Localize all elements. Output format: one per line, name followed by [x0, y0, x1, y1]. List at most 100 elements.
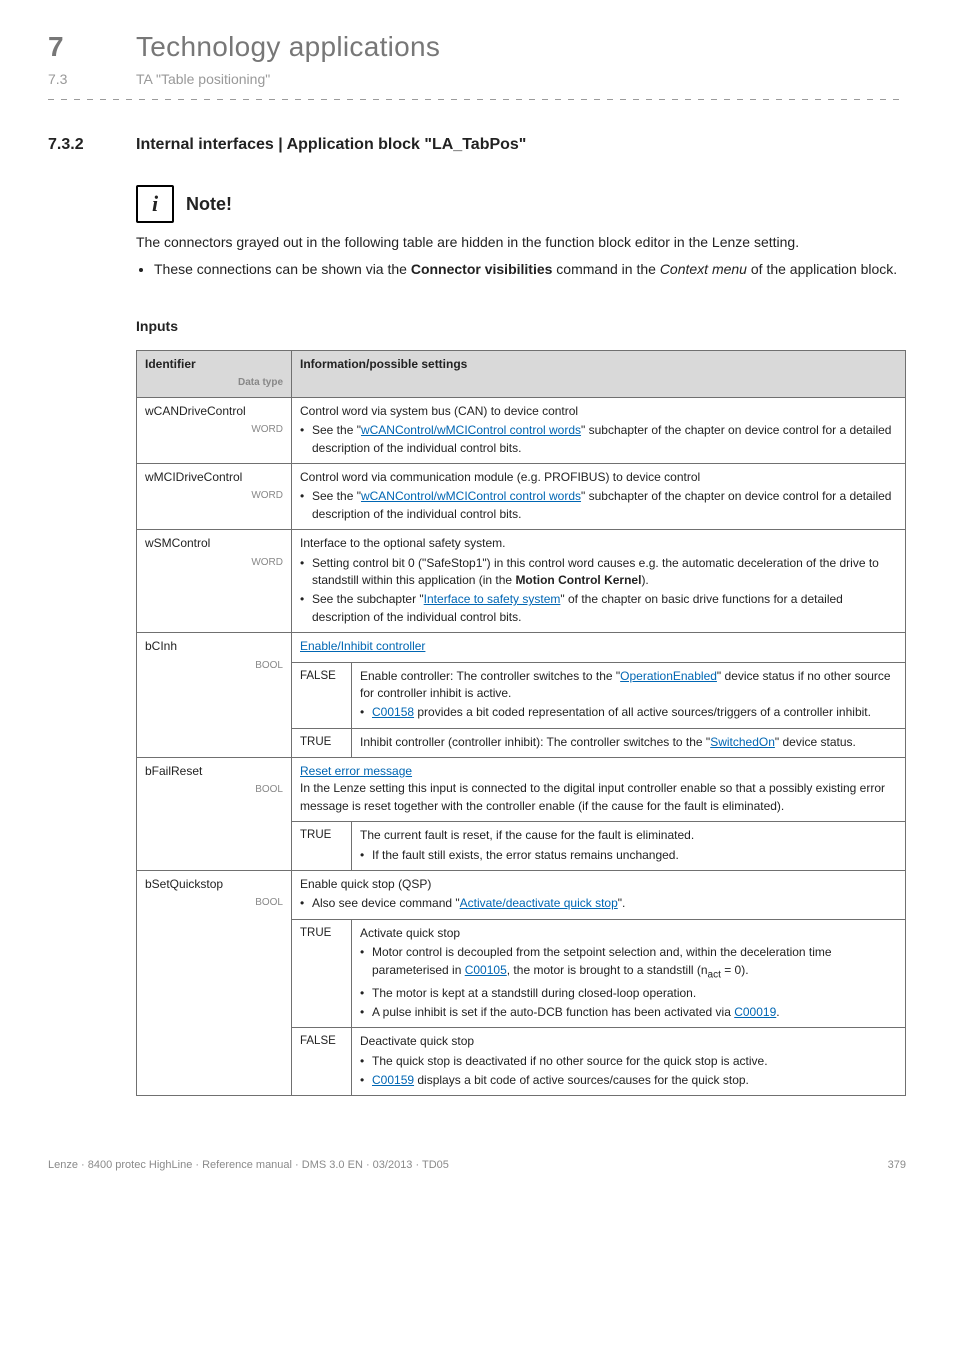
footer-page-number: 379 — [888, 1158, 906, 1173]
info-icon: i — [136, 185, 174, 223]
link-c00105[interactable]: C00105 — [465, 963, 507, 977]
page-header: 7 Technology applications — [48, 28, 906, 66]
note-bullet-post: of the application block. — [747, 261, 897, 277]
link-switchedon[interactable]: SwitchedOn — [710, 735, 775, 749]
table-row: bFailReset BOOL Reset error message In t… — [137, 758, 906, 822]
table-row: wSMControl WORD Interface to the optiona… — [137, 530, 906, 633]
text-fragment: Enable controller: The controller switch… — [360, 669, 620, 683]
cell-info: Enable controller: The controller switch… — [352, 662, 906, 728]
link-enable-inhibit[interactable]: Enable/Inhibit controller — [300, 639, 425, 653]
cell-value: FALSE — [292, 662, 352, 728]
cell-identifier: bFailReset BOOL — [137, 758, 292, 871]
link-reset-error[interactable]: Reset error message — [300, 764, 412, 778]
table-row: wMCIDriveControl WORD Control word via c… — [137, 464, 906, 530]
section-number: 7.3 — [48, 70, 96, 89]
cell-info: Deactivate quick stop The quick stop is … — [352, 1028, 906, 1096]
cell-identifier: wCANDriveControl WORD — [137, 397, 292, 463]
info-bullet: If the fault still exists, the error sta… — [360, 847, 897, 864]
text-bold: Motion Control Kernel — [515, 573, 641, 587]
th-datatype-label: Data type — [145, 376, 283, 391]
info-bullet: C00159 displays a bit code of active sou… — [360, 1072, 897, 1089]
info-bullet: Motor control is decoupled from the setp… — [360, 944, 897, 982]
text-fragment: provides a bit coded representation of a… — [414, 705, 871, 719]
text-subscript: act — [708, 969, 721, 980]
link-wcancontrol[interactable]: wCANControl/wMCIControl control words — [361, 423, 581, 437]
cell-info: Enable/Inhibit controller — [292, 633, 906, 662]
identifier-dtype: BOOL — [145, 659, 283, 674]
th-info: Information/possible settings — [292, 350, 906, 397]
identifier-dtype: WORD — [145, 423, 283, 438]
note-bullet-bold: Connector visibilities — [411, 261, 553, 277]
text-fragment: displays a bit code of active sources/ca… — [414, 1073, 749, 1087]
text-fragment: Enable quick stop (QSP) — [300, 877, 431, 891]
info-bullet: See the "wCANControl/wMCIControl control… — [300, 488, 897, 523]
text-fragment: A pulse inhibit is set if the auto-DCB f… — [372, 1005, 734, 1019]
table-row: wCANDriveControl WORD Control word via s… — [137, 397, 906, 463]
info-sub-bullet: C00158 provides a bit coded representati… — [360, 704, 897, 721]
link-activate-quickstop[interactable]: Activate/deactivate quick stop — [460, 896, 618, 910]
link-c00158[interactable]: C00158 — [372, 705, 414, 719]
info-bullet: Also see device command "Activate/deacti… — [300, 895, 897, 912]
text-fragment: . — [776, 1005, 779, 1019]
identifier-name: wMCIDriveControl — [145, 470, 242, 484]
info-bullet: The motor is kept at a standstill during… — [360, 985, 897, 1002]
identifier-name: bFailReset — [145, 764, 202, 778]
th-identifier: Identifier Data type — [137, 350, 292, 397]
inputs-heading: Inputs — [136, 317, 906, 336]
link-operation-enabled[interactable]: OperationEnabled — [620, 669, 717, 683]
text-fragment: ". — [618, 896, 626, 910]
info-bullet: See the "wCANControl/wMCIControl control… — [300, 422, 897, 457]
text-fragment: ). — [641, 573, 648, 587]
cell-info: Enable quick stop (QSP) Also see device … — [292, 871, 906, 920]
io-table: Identifier Data type Information/possibl… — [136, 350, 906, 1097]
text-fragment: The current fault is reset, if the cause… — [360, 828, 694, 842]
cell-info: Activate quick stop Motor control is dec… — [352, 919, 906, 1027]
cell-info: Interface to the optional safety system.… — [292, 530, 906, 633]
link-wcancontrol[interactable]: wCANControl/wMCIControl control words — [361, 489, 581, 503]
link-safety-system[interactable]: Interface to safety system — [424, 592, 561, 606]
text-fragment: Inhibit controller (controller inhibit):… — [360, 735, 710, 749]
text-fragment: = 0). — [721, 963, 749, 977]
cell-info: Control word via communication module (e… — [292, 464, 906, 530]
subsection-heading: 7.3.2 Internal interfaces | Application … — [48, 134, 906, 156]
chapter-title: Technology applications — [136, 28, 440, 66]
cell-info: Reset error message In the Lenze setting… — [292, 758, 906, 822]
section-title: TA "Table positioning" — [136, 70, 270, 89]
cell-value: FALSE — [292, 1028, 352, 1096]
note-body: The connectors grayed out in the followi… — [136, 233, 906, 279]
page-subheader: 7.3 TA "Table positioning" — [48, 70, 906, 89]
text-fragment: See the " — [312, 489, 361, 503]
identifier-dtype: BOOL — [145, 783, 283, 798]
info-line: Control word via system bus (CAN) to dev… — [300, 404, 578, 418]
identifier-name: bSetQuickstop — [145, 877, 223, 891]
note-bullet-em: Context menu — [660, 261, 747, 277]
info-line: Control word via communication module (e… — [300, 470, 700, 484]
identifier-name: wSMControl — [145, 536, 210, 550]
subsection-number: 7.3.2 — [48, 134, 96, 156]
note-block: i Note! The connectors grayed out in the… — [136, 185, 906, 279]
cell-identifier: bSetQuickstop BOOL — [137, 871, 292, 1096]
cell-identifier: wSMControl WORD — [137, 530, 292, 633]
text-fragment: Also see device command " — [312, 896, 460, 910]
link-c00019[interactable]: C00019 — [734, 1005, 776, 1019]
note-title: Note! — [186, 192, 232, 216]
table-head-row: Identifier Data type Information/possibl… — [137, 350, 906, 397]
link-c00159[interactable]: C00159 — [372, 1073, 414, 1087]
cell-value: TRUE — [292, 728, 352, 757]
divider — [48, 99, 906, 100]
note-bullet-mid: command in the — [552, 261, 659, 277]
cell-identifier: wMCIDriveControl WORD — [137, 464, 292, 530]
cell-identifier: bCInh BOOL — [137, 633, 292, 758]
cell-info: The current fault is reset, if the cause… — [352, 822, 906, 871]
info-bullet: Setting control bit 0 ("SafeStop1") in t… — [300, 555, 897, 590]
text-fragment: , the motor is brought to a standstill (… — [507, 963, 708, 977]
cell-value: TRUE — [292, 919, 352, 1027]
note-bullet-pre: These connections can be shown via the — [154, 261, 411, 277]
cell-info: Control word via system bus (CAN) to dev… — [292, 397, 906, 463]
identifier-name: wCANDriveControl — [145, 404, 246, 418]
note-text: The connectors grayed out in the followi… — [136, 234, 799, 250]
info-bullet: A pulse inhibit is set if the auto-DCB f… — [360, 1004, 897, 1021]
info-bullet: The quick stop is deactivated if no othe… — [360, 1053, 897, 1070]
identifier-dtype: WORD — [145, 489, 283, 504]
page-footer: Lenze · 8400 protec HighLine · Reference… — [48, 1158, 906, 1173]
